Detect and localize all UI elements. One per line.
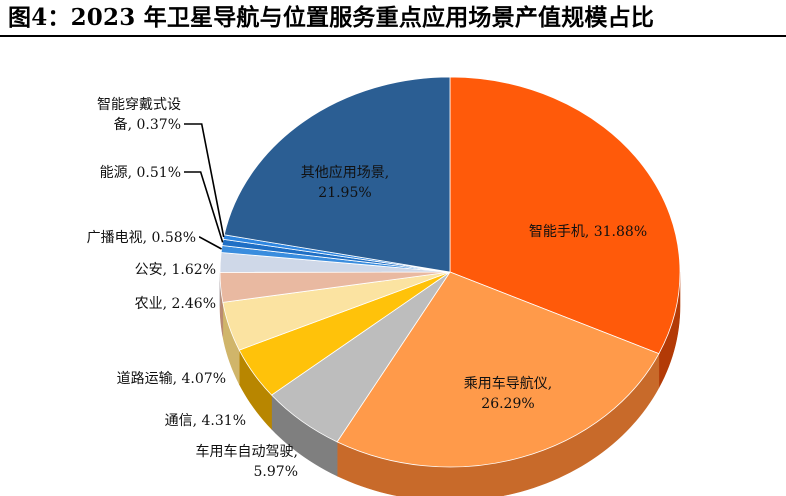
slice-label-3: 通信, 4.31% xyxy=(165,413,246,429)
leader-lines xyxy=(184,123,225,250)
slice-labels: 智能手机, 31.88% 乘用车导航仪, 26.29% 车用车自动驾驶, 5.97% 通信… xyxy=(87,97,648,480)
leader-line-8 xyxy=(184,171,224,243)
slice-label-4: 道路运输, 4.07% xyxy=(117,371,226,387)
slice-label-8: 能源, 0.51% xyxy=(100,165,181,181)
slice-label-5: 农业, 2.46% xyxy=(135,296,216,312)
pie-slice-0 xyxy=(449,76,681,355)
title-divider xyxy=(0,35,786,37)
leader-line-7 xyxy=(199,236,222,250)
leader-line-9 xyxy=(184,123,225,238)
pie-slices xyxy=(219,76,681,468)
pie-slice-1 xyxy=(336,271,660,468)
chart-title: 图4：2023 年卫星导航与位置服务重点应用场景产值规模占比 xyxy=(8,4,655,31)
slice-label-6: 公安, 1.62% xyxy=(135,262,216,278)
slice-label-10: 其他应用场景, 21.95% xyxy=(301,164,389,201)
slice-label-0: 智能手机, 31.88% xyxy=(529,224,647,240)
slice-label-9: 智能穿戴式设备, 0.37% xyxy=(97,97,181,133)
slice-label-1: 乘用车导航仪, 26.29% xyxy=(464,375,552,412)
slice-label-7: 广播电视, 0.58% xyxy=(87,230,196,246)
pie-slice-10 xyxy=(223,76,451,273)
slice-label-2: 车用车自动驾驶, 5.97% xyxy=(196,443,298,480)
